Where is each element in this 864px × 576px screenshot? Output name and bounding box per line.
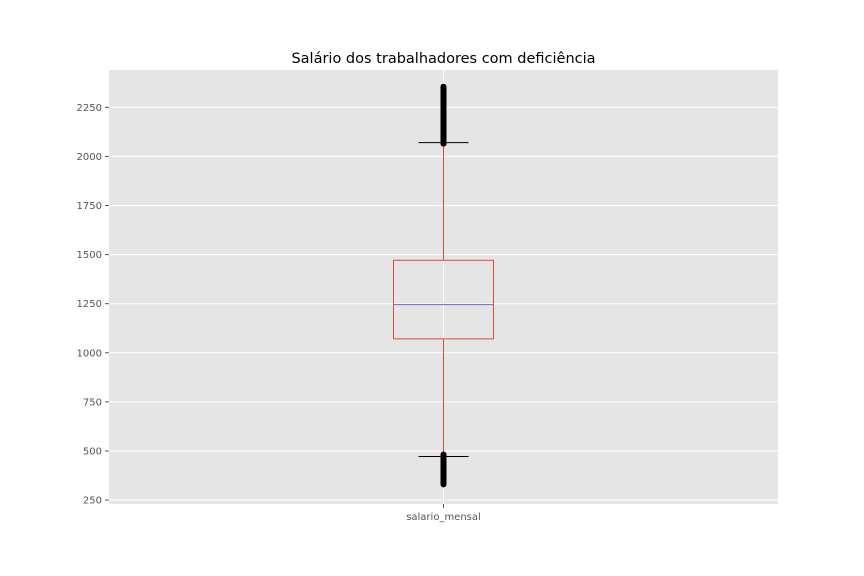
y-axis: 250 500 750 1000 1250 1500 1750 2000 2250 <box>77 103 109 507</box>
y-tick-label: 1750 <box>77 201 102 212</box>
y-tick-label: 500 <box>83 446 102 457</box>
y-tick-label: 750 <box>83 397 102 408</box>
y-tick-label: 2250 <box>77 103 102 114</box>
y-tick-label: 1250 <box>77 299 102 310</box>
x-tick-label: salario_mensal <box>406 512 481 523</box>
y-tick-label: 1000 <box>77 348 102 359</box>
chart-title: Salário dos trabalhadores com deficiênci… <box>291 51 595 67</box>
box-marks <box>393 83 494 488</box>
x-axis: salario_mensal <box>406 504 481 523</box>
y-tick-label: 250 <box>83 496 102 507</box>
y-tick-label: 2000 <box>77 152 102 163</box>
iqr-box <box>393 259 494 340</box>
y-tick-label: 1500 <box>77 250 102 261</box>
